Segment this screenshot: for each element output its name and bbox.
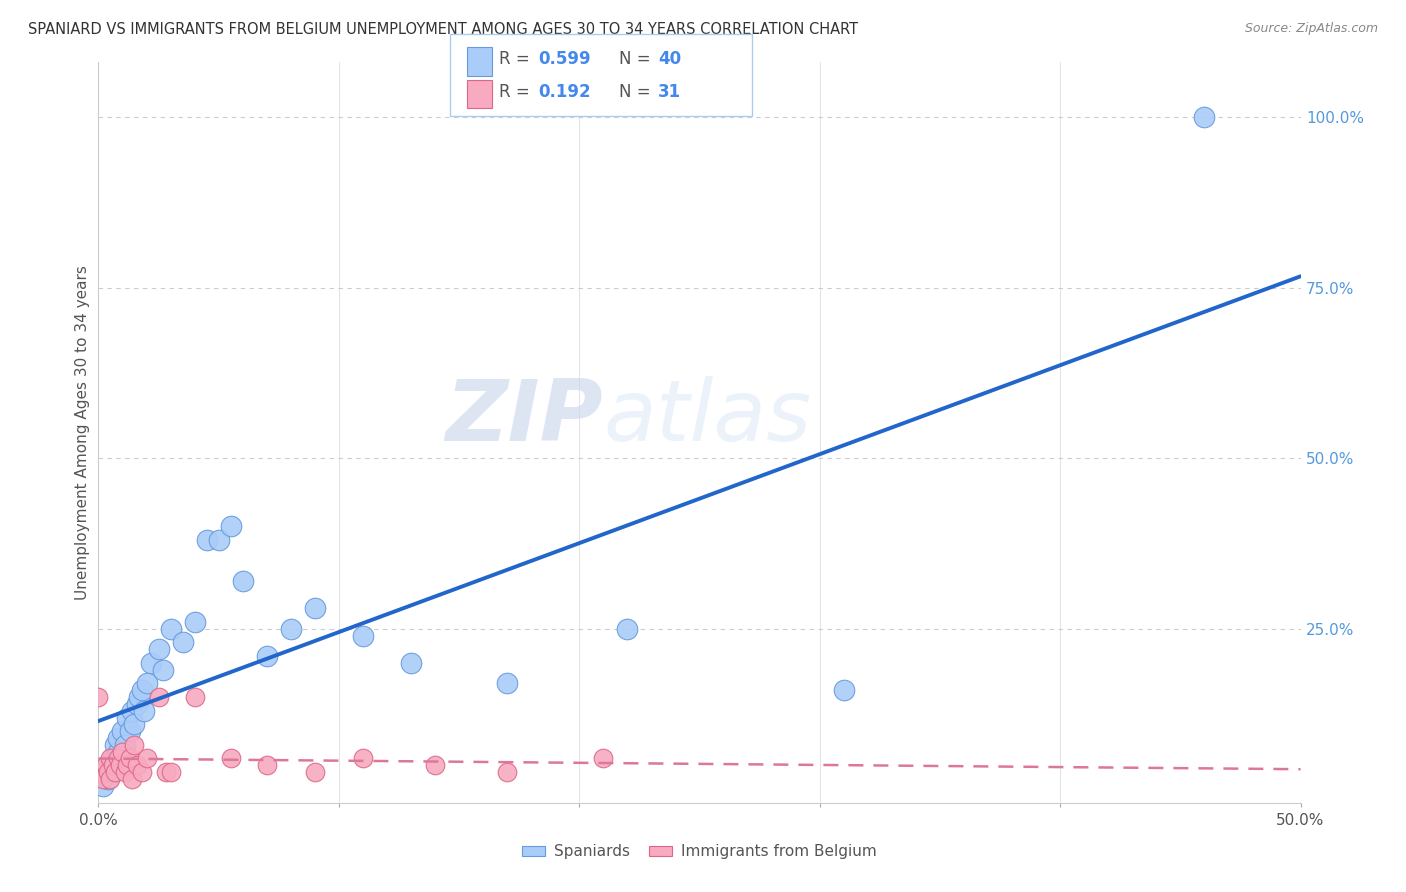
Point <box>100 758 122 772</box>
Point <box>152 663 174 677</box>
Point <box>125 758 148 772</box>
Point <box>132 704 155 718</box>
Point <box>155 765 177 780</box>
Point <box>172 635 194 649</box>
Text: N =: N = <box>619 51 655 69</box>
Text: 0.192: 0.192 <box>538 84 591 102</box>
Point <box>256 649 278 664</box>
Point <box>114 738 136 752</box>
Point <box>135 751 157 765</box>
Point <box>304 765 326 780</box>
Point <box>124 717 146 731</box>
Point <box>118 724 141 739</box>
Point <box>496 765 519 780</box>
Point <box>219 519 242 533</box>
Point <box>159 765 181 780</box>
Point <box>183 615 205 629</box>
Point <box>94 758 117 772</box>
Y-axis label: Unemployment Among Ages 30 to 34 years: Unemployment Among Ages 30 to 34 years <box>75 265 90 600</box>
Point <box>121 704 143 718</box>
Point <box>352 751 374 765</box>
Point <box>423 758 446 772</box>
Text: 31: 31 <box>658 84 681 102</box>
Point <box>256 758 278 772</box>
Point <box>124 738 146 752</box>
Point <box>111 724 134 739</box>
Point <box>90 765 112 780</box>
Text: 40: 40 <box>658 51 681 69</box>
Point <box>97 772 120 786</box>
Point <box>94 765 117 780</box>
Point <box>101 751 124 765</box>
Text: SPANIARD VS IMMIGRANTS FROM BELGIUM UNEMPLOYMENT AMONG AGES 30 TO 34 YEARS CORRE: SPANIARD VS IMMIGRANTS FROM BELGIUM UNEM… <box>28 22 858 37</box>
Point <box>195 533 218 547</box>
Point <box>87 690 110 704</box>
Point <box>131 765 153 780</box>
Point <box>117 758 139 772</box>
Point <box>304 601 326 615</box>
Point <box>104 765 127 780</box>
Point <box>104 738 127 752</box>
Point <box>183 690 205 704</box>
Point <box>117 710 139 724</box>
Point <box>208 533 231 547</box>
Text: R =: R = <box>499 51 536 69</box>
Point <box>91 779 114 793</box>
Point <box>399 656 422 670</box>
Point <box>159 622 181 636</box>
Point <box>141 656 163 670</box>
Point <box>496 676 519 690</box>
Point <box>131 683 153 698</box>
Point <box>101 758 124 772</box>
Point <box>104 758 127 772</box>
Text: 0.599: 0.599 <box>538 51 591 69</box>
Point <box>1194 110 1216 124</box>
Point <box>97 765 120 780</box>
Point <box>107 751 129 765</box>
Point <box>114 765 136 780</box>
Point <box>107 745 129 759</box>
Point <box>125 697 148 711</box>
Legend: Spaniards, Immigrants from Belgium: Spaniards, Immigrants from Belgium <box>516 838 883 865</box>
Text: atlas: atlas <box>603 376 811 459</box>
Point <box>107 731 129 745</box>
Point <box>148 690 170 704</box>
Point <box>135 676 157 690</box>
Point <box>352 629 374 643</box>
Text: ZIP: ZIP <box>446 376 603 459</box>
Point <box>108 751 131 765</box>
Text: N =: N = <box>619 84 655 102</box>
Point <box>280 622 302 636</box>
Point <box>128 690 150 704</box>
Point <box>121 772 143 786</box>
Point <box>118 751 141 765</box>
Point <box>148 642 170 657</box>
Point <box>91 772 114 786</box>
Point <box>111 745 134 759</box>
Point <box>100 751 122 765</box>
Point <box>832 683 855 698</box>
Point <box>100 772 122 786</box>
Point <box>616 622 638 636</box>
Point <box>232 574 254 588</box>
Point <box>108 758 131 772</box>
Text: R =: R = <box>499 84 536 102</box>
Point <box>219 751 242 765</box>
Point <box>592 751 614 765</box>
Text: Source: ZipAtlas.com: Source: ZipAtlas.com <box>1244 22 1378 36</box>
